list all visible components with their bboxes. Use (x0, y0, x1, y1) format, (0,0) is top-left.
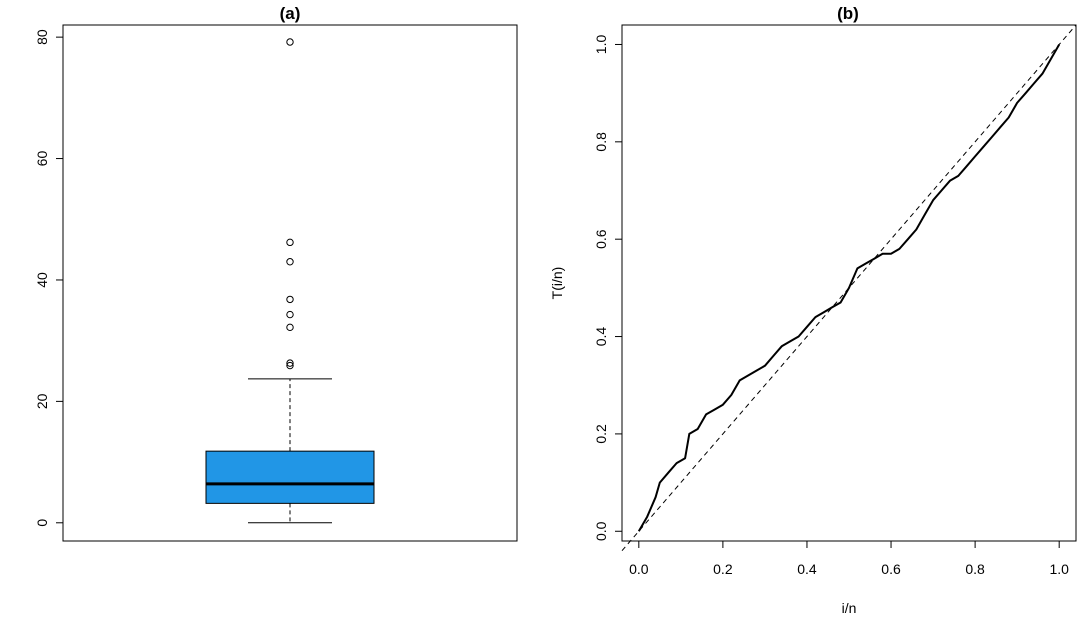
panel-b-y-tick-label: 0.4 (593, 327, 609, 347)
panel-b-x-tick-label: 0.2 (713, 561, 733, 577)
panel-a-outliers (286, 38, 294, 370)
panel-b-x-tick-label: 0.4 (797, 561, 817, 577)
panel-a-y-tick-label: 80 (34, 29, 50, 45)
panel-b-lineplot: (b) 0.0 0.2 0.4 0.6 0.8 1.0 0.0 0.2 0.4 0.6 0.8 1.… (549, 4, 1077, 616)
panel-b-x-tick-label: 0.8 (965, 561, 985, 577)
panel-b-curve (637, 44, 1061, 532)
panel-a-outlier-point (286, 310, 294, 319)
panel-a-box (205, 450, 375, 504)
panel-a-title: (a) (280, 4, 301, 23)
panel-a-outlier-point (286, 323, 294, 332)
panel-b-y-tick-label: 0.6 (593, 229, 609, 249)
panel-a-outlier-point (286, 258, 294, 266)
panel-b-title: (b) (837, 4, 859, 23)
panel-b-y-tick-label: 0.8 (593, 132, 609, 152)
panel-b-x-axis-label: i/n (842, 600, 857, 616)
panel-b-y-tick-label: 0.0 (593, 521, 609, 541)
panel-a-y-tick-label: 60 (34, 151, 50, 167)
panel-a-outlier-point (286, 359, 294, 367)
panel-b-x-tick-label: 0.0 (629, 561, 649, 577)
panel-a-y-tick-label: 20 (34, 393, 50, 409)
panel-a-y-tick-label: 0 (34, 519, 50, 527)
panel-b-y-tick-label: 0.2 (593, 424, 609, 444)
panel-b-reference-diagonal (621, 24, 1077, 552)
panel-b-y-axis-label: T(i/n) (549, 267, 565, 300)
panel-a-outlier-point (286, 238, 294, 247)
panel-b-x-axis: 0.0 0.2 0.4 0.6 0.8 1.0 (629, 540, 1069, 577)
panel-b-series (621, 24, 1077, 552)
panel-b-x-tick-label: 1.0 (1049, 561, 1069, 577)
panel-a-outlier-point (286, 295, 294, 304)
panel-b-y-axis: 0.0 0.2 0.4 0.6 0.8 1.0 (593, 35, 623, 541)
panel-a-box-group (205, 378, 375, 524)
panel-a-boxplot: (a) 0 20 40 60 80 (34, 4, 518, 542)
panel-a-outlier-point (286, 361, 294, 370)
panel-a-outlier-point (286, 38, 294, 46)
panel-b-x-tick-label: 0.6 (881, 561, 901, 577)
panel-b-plot-frame (621, 24, 1077, 542)
panel-a-y-tick-label: 40 (34, 272, 50, 288)
panel-a-y-axis: 0 20 40 60 80 (34, 29, 64, 527)
panel-b-y-tick-label: 1.0 (593, 35, 609, 55)
